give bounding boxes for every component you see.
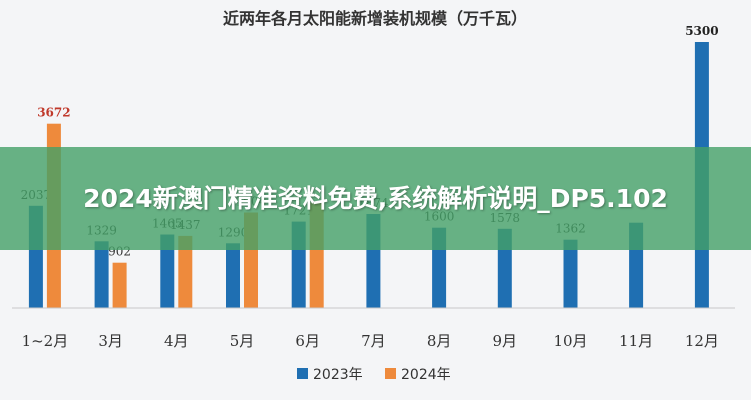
legend-label-2023: 2023年 bbox=[313, 367, 363, 383]
legend-swatch-2023 bbox=[297, 368, 308, 379]
chart-title: 近两年各月太阳能新增装机规模（万千瓦） bbox=[223, 9, 527, 28]
x-tick-label: 8月 bbox=[427, 332, 452, 350]
x-tick-label: 3月 bbox=[98, 332, 123, 350]
bar-2023-3 bbox=[226, 243, 240, 308]
x-tick-label: 6月 bbox=[295, 332, 320, 350]
legend: 2023年 2024年 bbox=[297, 367, 451, 383]
x-tick-label: 9月 bbox=[493, 332, 518, 350]
bar-2023-1 bbox=[94, 241, 109, 308]
x-tick-label: 10月 bbox=[553, 332, 587, 350]
x-tick-label: 1~2月 bbox=[22, 332, 69, 350]
legend-swatch-2024 bbox=[385, 368, 396, 379]
legend-label-2024: 2024年 bbox=[401, 367, 451, 383]
bar-2024-2 bbox=[178, 235, 193, 308]
x-tick-label: 5月 bbox=[230, 332, 255, 350]
banner-text: 2024新澳门精准资料免费,系统解析说明_DP5.102 bbox=[83, 183, 668, 213]
bar-2023-2 bbox=[160, 234, 175, 308]
x-tick-label: 12月 bbox=[685, 332, 719, 350]
x-tick-label: 11月 bbox=[619, 332, 653, 350]
data-label-2024-0: 3672 bbox=[37, 106, 70, 120]
bar-2023-8 bbox=[563, 239, 578, 308]
x-tick-label: 4月 bbox=[164, 332, 189, 350]
x-axis-ticks: 1~2月 3月 4月 5月 6月 7月 8月 9月 10月 11月 12月 bbox=[22, 332, 719, 350]
bar-2024-1 bbox=[112, 262, 127, 308]
data-label-2023-10: 5300 bbox=[685, 24, 718, 38]
x-tick-label: 7月 bbox=[361, 332, 386, 350]
watermark-banner: 2024新澳门精准资料免费,系统解析说明_DP5.102 bbox=[0, 147, 751, 250]
